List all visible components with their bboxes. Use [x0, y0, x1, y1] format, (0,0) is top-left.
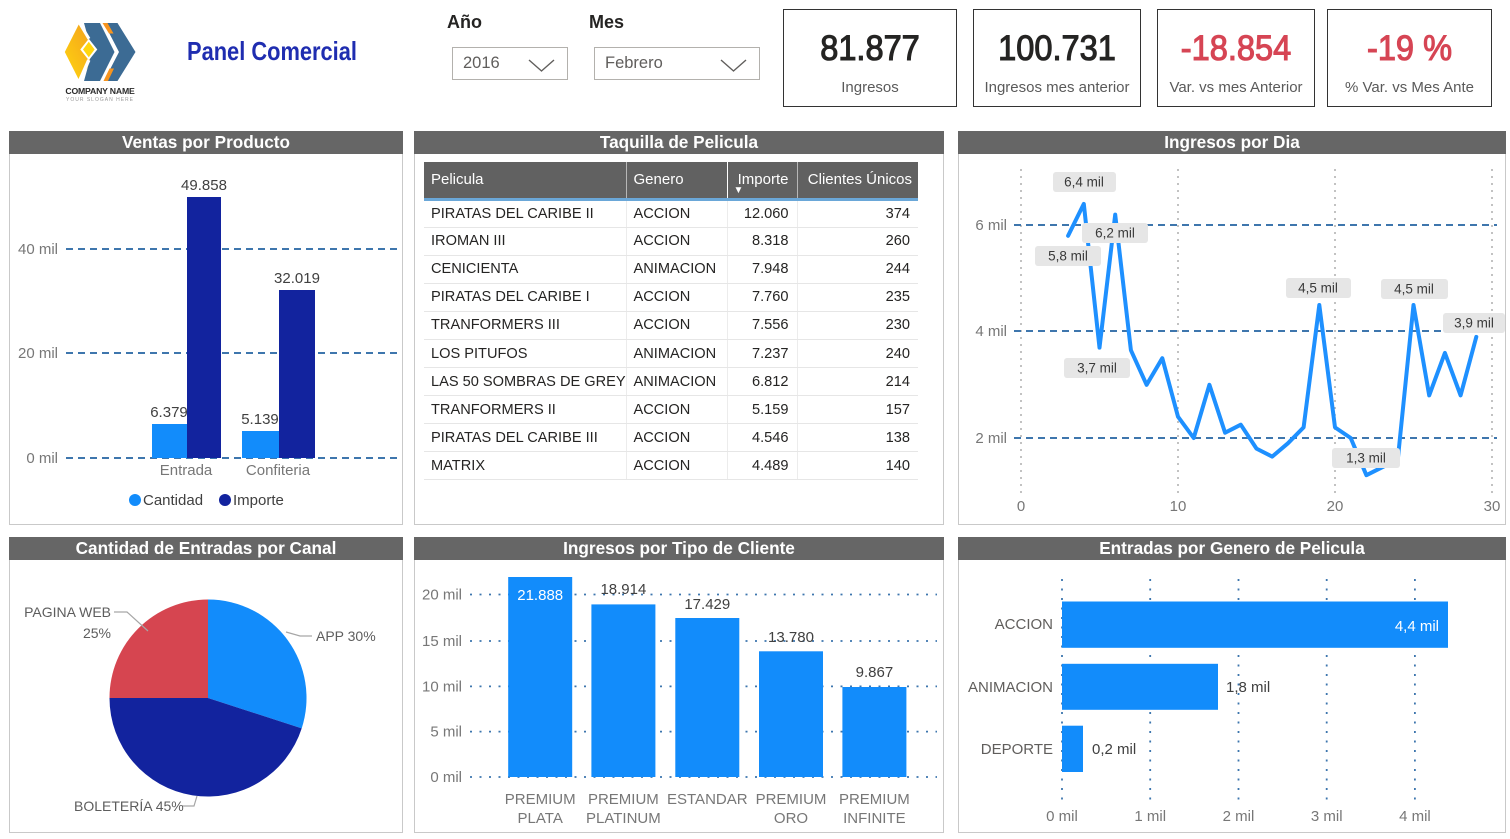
svg-text:0,2 mil: 0,2 mil — [1092, 741, 1136, 758]
svg-text:2 mil: 2 mil — [1223, 808, 1255, 825]
svg-text:21.888: 21.888 — [517, 587, 563, 604]
svg-text:0 mil: 0 mil — [26, 450, 58, 467]
svg-text:ORO: ORO — [774, 810, 808, 827]
svg-text:INFINITE: INFINITE — [843, 810, 906, 827]
svg-text:40 mil: 40 mil — [18, 241, 58, 258]
svg-text:10: 10 — [1170, 498, 1187, 515]
svg-text:17.429: 17.429 — [684, 596, 730, 613]
svg-text:PREMIUM: PREMIUM — [505, 791, 576, 808]
svg-text:10 mil: 10 mil — [422, 678, 462, 695]
svg-text:6,4 mil: 6,4 mil — [1064, 175, 1104, 190]
svg-text:Importe: Importe — [233, 492, 284, 509]
svg-text:APP 30%: APP 30% — [316, 628, 376, 644]
svg-text:1 mil: 1 mil — [1134, 808, 1166, 825]
svg-text:0: 0 — [1017, 498, 1025, 515]
svg-text:6.379: 6.379 — [150, 404, 188, 421]
svg-text:0 mil: 0 mil — [1046, 808, 1078, 825]
svg-text:Confiteria: Confiteria — [246, 462, 311, 479]
svg-text:4,4 mil: 4,4 mil — [1395, 618, 1439, 635]
svg-text:4,5 mil: 4,5 mil — [1394, 282, 1434, 297]
svg-text:PREMIUM: PREMIUM — [756, 791, 827, 808]
svg-text:PLATINUM: PLATINUM — [586, 810, 661, 827]
svg-text:18.914: 18.914 — [600, 581, 646, 598]
svg-text:5.139: 5.139 — [241, 411, 279, 428]
svg-text:PAGINA WEB: PAGINA WEB — [24, 604, 111, 620]
svg-text:PREMIUM: PREMIUM — [588, 791, 659, 808]
svg-text:6,2 mil: 6,2 mil — [1095, 226, 1135, 241]
svg-text:PLATA: PLATA — [518, 810, 563, 827]
svg-text:9.867: 9.867 — [856, 664, 894, 681]
svg-text:PREMIUM: PREMIUM — [839, 791, 910, 808]
svg-text:Cantidad: Cantidad — [143, 492, 203, 509]
svg-text:1,3 mil: 1,3 mil — [1346, 451, 1386, 466]
svg-text:1,8 mil: 1,8 mil — [1226, 679, 1270, 696]
svg-text:25%: 25% — [83, 625, 111, 641]
svg-text:5 mil: 5 mil — [430, 724, 462, 741]
svg-text:BOLETERÍA 45%: BOLETERÍA 45% — [74, 798, 184, 814]
svg-text:ESTANDAR: ESTANDAR — [667, 791, 748, 808]
svg-text:DEPORTE: DEPORTE — [981, 741, 1053, 758]
svg-text:ACCION: ACCION — [995, 616, 1053, 633]
svg-text:2 mil: 2 mil — [975, 430, 1007, 447]
svg-text:49.858: 49.858 — [181, 177, 227, 194]
svg-text:3,7 mil: 3,7 mil — [1077, 361, 1117, 376]
svg-text:13.780: 13.780 — [768, 629, 814, 646]
svg-text:30: 30 — [1484, 498, 1501, 515]
svg-text:0 mil: 0 mil — [430, 769, 462, 786]
svg-text:3 mil: 3 mil — [1311, 808, 1343, 825]
svg-text:20: 20 — [1327, 498, 1344, 515]
svg-text:20 mil: 20 mil — [422, 587, 462, 604]
svg-text:4 mil: 4 mil — [975, 323, 1007, 340]
svg-text:4 mil: 4 mil — [1399, 808, 1431, 825]
svg-text:3,9 mil: 3,9 mil — [1454, 316, 1494, 331]
svg-text:32.019: 32.019 — [274, 270, 320, 287]
svg-text:4,5 mil: 4,5 mil — [1298, 281, 1338, 296]
svg-text:5,8 mil: 5,8 mil — [1048, 249, 1088, 264]
svg-text:Entrada: Entrada — [160, 462, 213, 479]
svg-text:ANIMACION: ANIMACION — [968, 679, 1053, 696]
svg-text:6 mil: 6 mil — [975, 217, 1007, 234]
svg-text:15 mil: 15 mil — [422, 633, 462, 650]
svg-text:20 mil: 20 mil — [18, 345, 58, 362]
